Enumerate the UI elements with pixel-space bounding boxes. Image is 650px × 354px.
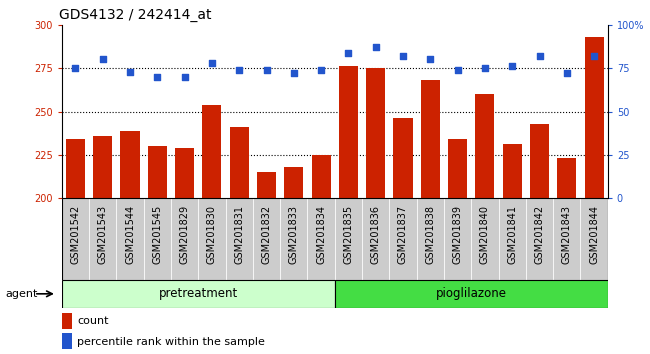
Text: GSM201545: GSM201545 <box>152 205 162 264</box>
Bar <box>198 198 226 280</box>
Bar <box>389 198 417 280</box>
Point <box>534 53 545 59</box>
Bar <box>526 198 553 280</box>
Point <box>562 70 572 76</box>
Bar <box>226 198 253 280</box>
Point <box>507 64 517 69</box>
Bar <box>89 198 116 280</box>
Text: GSM201837: GSM201837 <box>398 205 408 264</box>
Bar <box>62 198 89 280</box>
Bar <box>257 172 276 198</box>
Text: GSM201542: GSM201542 <box>70 205 81 264</box>
Text: GSM201543: GSM201543 <box>98 205 108 264</box>
Text: pioglilazone: pioglilazone <box>436 287 507 300</box>
Bar <box>144 198 171 280</box>
Bar <box>448 139 467 198</box>
Text: GSM201839: GSM201839 <box>452 205 463 264</box>
Bar <box>66 139 85 198</box>
Point <box>425 57 436 62</box>
Bar <box>335 280 608 308</box>
Point <box>289 70 299 76</box>
Text: GSM201835: GSM201835 <box>343 205 354 264</box>
Text: GSM201831: GSM201831 <box>234 205 244 264</box>
Bar <box>280 198 307 280</box>
Bar <box>475 94 495 198</box>
Bar <box>62 333 72 349</box>
Text: GDS4132 / 242414_at: GDS4132 / 242414_at <box>59 8 211 22</box>
Bar <box>171 198 198 280</box>
Bar <box>393 119 413 198</box>
Bar <box>311 155 331 198</box>
Point <box>98 57 108 62</box>
Bar <box>502 144 522 198</box>
Text: GSM201830: GSM201830 <box>207 205 217 264</box>
Bar <box>366 68 385 198</box>
Point <box>343 50 354 55</box>
Bar <box>253 198 280 280</box>
Text: count: count <box>77 316 109 326</box>
Text: GSM201844: GSM201844 <box>589 205 599 264</box>
Text: GSM201836: GSM201836 <box>370 205 381 264</box>
Bar <box>444 198 471 280</box>
Bar <box>175 148 194 198</box>
Bar <box>557 158 577 198</box>
Text: GSM201544: GSM201544 <box>125 205 135 264</box>
Text: GSM201829: GSM201829 <box>179 205 190 264</box>
Bar <box>499 198 526 280</box>
Text: pretreatment: pretreatment <box>159 287 238 300</box>
Text: GSM201840: GSM201840 <box>480 205 490 264</box>
Point <box>207 60 217 66</box>
Text: GSM201833: GSM201833 <box>289 205 299 264</box>
Point <box>125 69 135 74</box>
Text: percentile rank within the sample: percentile rank within the sample <box>77 337 265 347</box>
Point <box>152 74 162 80</box>
Bar <box>339 67 358 198</box>
Bar <box>335 198 362 280</box>
Point <box>316 67 326 73</box>
Bar <box>202 104 222 198</box>
Bar <box>580 198 608 280</box>
Text: GSM201838: GSM201838 <box>425 205 436 264</box>
Bar <box>553 198 580 280</box>
Text: GSM201843: GSM201843 <box>562 205 572 264</box>
Bar <box>62 313 72 329</box>
Bar <box>93 136 112 198</box>
Bar <box>307 198 335 280</box>
Point <box>398 53 408 59</box>
Bar <box>421 80 440 198</box>
Bar <box>148 146 167 198</box>
Bar <box>62 280 335 308</box>
Point <box>480 65 490 71</box>
Bar <box>584 37 604 198</box>
Point <box>589 53 599 59</box>
Point <box>70 65 81 71</box>
Point <box>452 67 463 73</box>
Bar <box>471 198 499 280</box>
Text: GSM201841: GSM201841 <box>507 205 517 264</box>
Bar <box>116 198 144 280</box>
Point <box>370 45 381 50</box>
Text: GSM201832: GSM201832 <box>261 205 272 264</box>
Bar <box>284 167 304 198</box>
Point <box>234 67 244 73</box>
Bar <box>229 127 249 198</box>
Point <box>179 74 190 80</box>
Text: agent: agent <box>5 289 37 299</box>
Bar <box>362 198 389 280</box>
Point <box>261 67 272 73</box>
Text: GSM201834: GSM201834 <box>316 205 326 264</box>
Bar <box>530 124 549 198</box>
Text: GSM201842: GSM201842 <box>534 205 545 264</box>
Bar <box>120 131 140 198</box>
Bar <box>417 198 444 280</box>
